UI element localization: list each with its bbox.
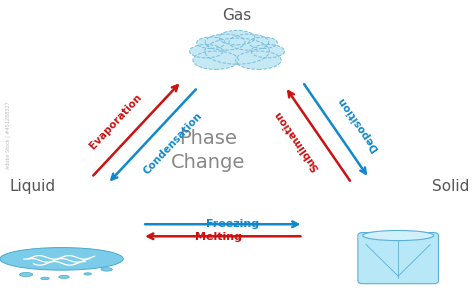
Ellipse shape (219, 30, 255, 45)
Text: Sublimation: Sublimation (273, 109, 321, 173)
Text: Deposition: Deposition (335, 95, 380, 153)
Text: Phase
Change: Phase Change (172, 129, 246, 172)
Text: Evaporation: Evaporation (88, 92, 144, 151)
Text: Liquid: Liquid (9, 179, 55, 194)
Text: Gas: Gas (222, 8, 252, 23)
Ellipse shape (84, 273, 91, 275)
Ellipse shape (190, 45, 223, 58)
Ellipse shape (197, 37, 225, 48)
Text: Freezing: Freezing (206, 219, 259, 229)
FancyBboxPatch shape (358, 232, 438, 284)
Ellipse shape (251, 45, 284, 58)
Ellipse shape (41, 277, 49, 280)
Ellipse shape (193, 51, 238, 69)
Text: Adobe Stock | #451288327: Adobe Stock | #451288327 (6, 102, 11, 169)
Ellipse shape (59, 275, 69, 278)
Text: Condensation: Condensation (142, 110, 204, 176)
Text: Solid: Solid (432, 179, 469, 194)
Ellipse shape (101, 268, 112, 271)
Ellipse shape (205, 34, 245, 50)
Ellipse shape (363, 231, 434, 240)
Ellipse shape (249, 37, 277, 48)
Ellipse shape (19, 272, 33, 277)
Ellipse shape (205, 38, 269, 64)
Text: Melting: Melting (194, 231, 242, 242)
Ellipse shape (0, 247, 123, 270)
Ellipse shape (236, 51, 281, 69)
Ellipse shape (229, 34, 269, 50)
